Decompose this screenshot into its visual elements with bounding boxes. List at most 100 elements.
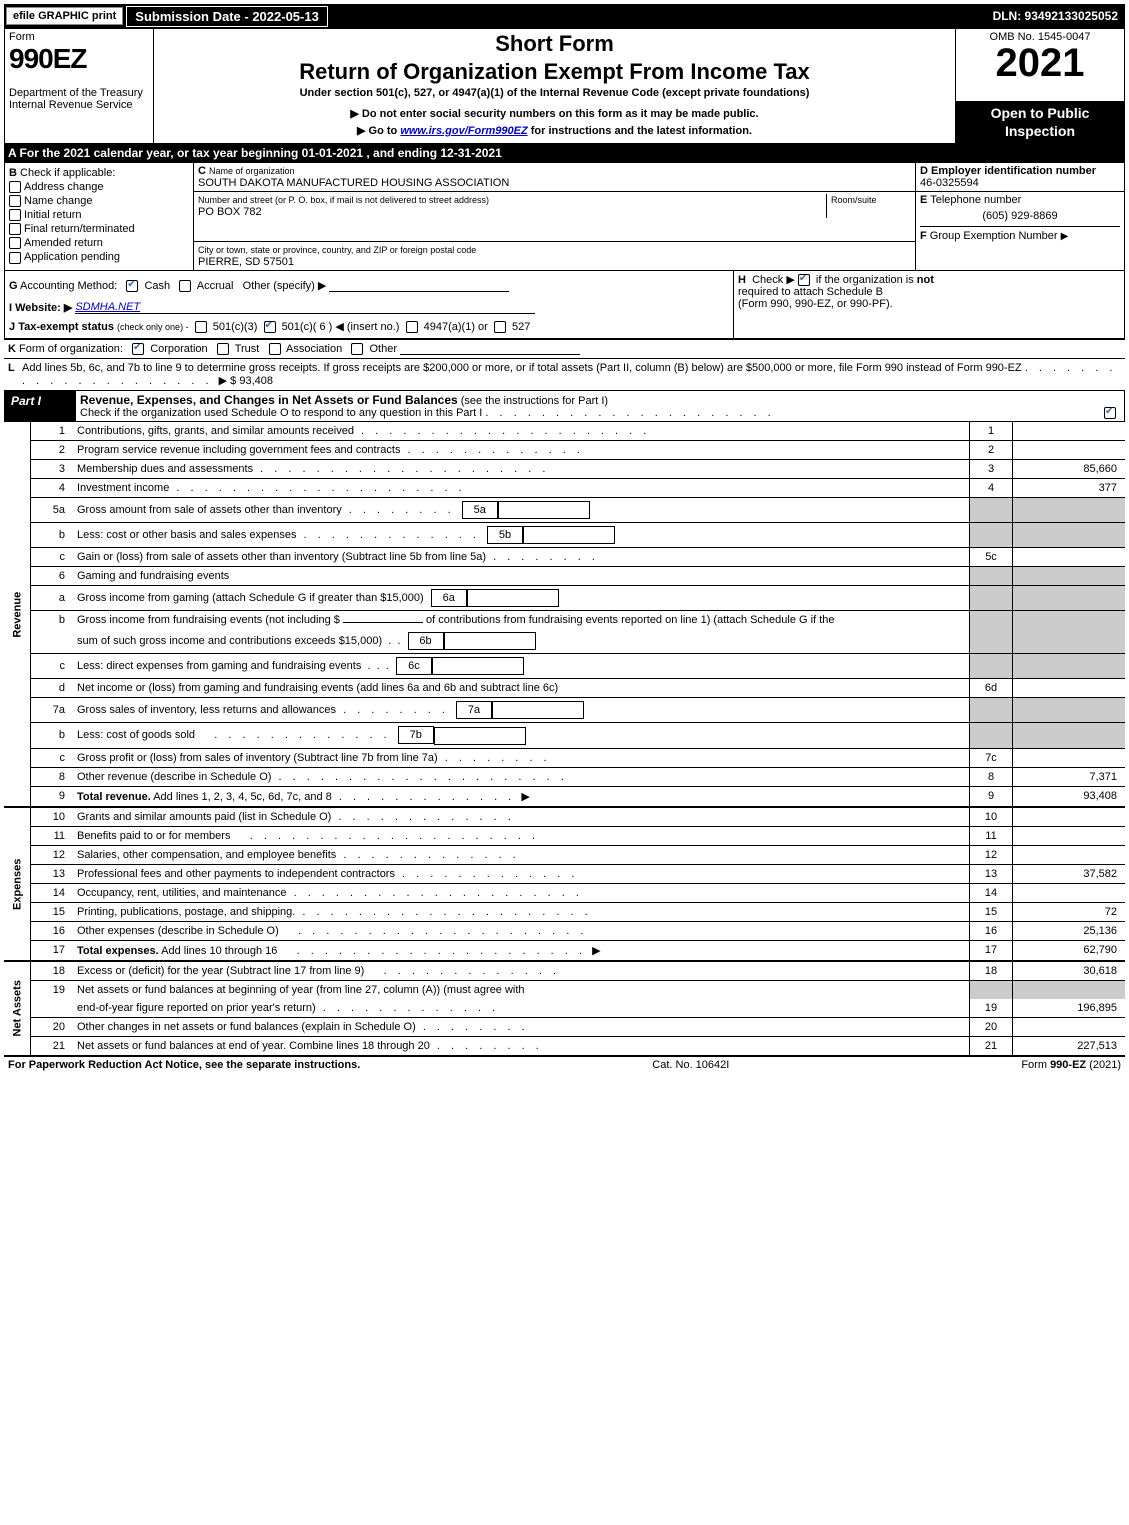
group-exemption-label: Group Exemption Number [930, 230, 1058, 242]
line-7b-ibox: 7b [398, 726, 434, 744]
footer-right-bold: 990-EZ [1050, 1059, 1086, 1071]
checkbox-name-change[interactable] [9, 195, 21, 207]
irs-link[interactable]: www.irs.gov/Form990EZ [400, 125, 527, 137]
line-5c-box: 5c [970, 548, 1013, 567]
line-17-value: 62,790 [1013, 940, 1126, 961]
other-org-field[interactable] [400, 354, 580, 355]
main-title: Return of Organization Exempt From Incom… [158, 59, 951, 85]
line-6c-ival[interactable] [432, 657, 524, 675]
ein-value: 46-0325594 [920, 177, 979, 189]
section-k-row: K Form of organization: Corporation Trus… [4, 339, 1125, 358]
line-2-box: 2 [970, 440, 1013, 459]
trust-label: Trust [235, 343, 260, 355]
checkbox-accrual[interactable] [179, 280, 191, 292]
line-5b-box-gray [970, 522, 1013, 547]
line-2-value [1013, 440, 1126, 459]
section-c-label: C [198, 165, 206, 177]
checkbox-association[interactable] [269, 343, 281, 355]
line-5a-ival[interactable] [498, 501, 590, 519]
line-6b-ival[interactable] [444, 632, 536, 650]
section-b-check-if: Check if applicable: [20, 167, 115, 179]
line-17-text-bold: Total expenses. [77, 945, 159, 957]
tax-year: 2021 [960, 43, 1120, 83]
line-6b-amount-field[interactable] [343, 622, 423, 623]
line-6a-num: a [31, 586, 74, 611]
line-7c-num: c [31, 748, 74, 767]
line-11-box: 11 [970, 826, 1013, 845]
line-16-num: 16 [31, 921, 74, 940]
line-6b-box-gray2 [970, 629, 1013, 654]
line-11-num: 11 [31, 826, 74, 845]
line-18-text: Excess or (deficit) for the year (Subtra… [77, 965, 364, 977]
line-10-num: 10 [31, 807, 74, 827]
checkbox-trust[interactable] [217, 343, 229, 355]
line-6d-box: 6d [970, 679, 1013, 698]
checkbox-initial-return[interactable] [9, 209, 21, 221]
accounting-section: G Accounting Method: Cash Accrual Other … [4, 271, 1125, 339]
instr2-post: for instructions and the latest informat… [528, 125, 752, 137]
checkbox-4947[interactable] [406, 321, 418, 333]
other-specify-field[interactable] [329, 291, 509, 292]
line-20-text: Other changes in net assets or fund bala… [77, 1021, 529, 1033]
ein-label: Employer identification number [931, 165, 1096, 177]
line-3-text: Membership dues and assessments [77, 463, 549, 475]
checkbox-other-org[interactable] [351, 343, 363, 355]
line-19-text: Net assets or fund balances at beginning… [77, 984, 525, 996]
accounting-method-label: Accounting Method: [20, 280, 117, 292]
efile-print-button[interactable]: efile GRAPHIC print [6, 7, 123, 25]
line-5a-num: 5a [31, 497, 74, 522]
line-6a-ival[interactable] [467, 589, 559, 607]
line-6d-value [1013, 679, 1126, 698]
checkbox-final-return[interactable] [9, 223, 21, 235]
line-9-text-bold: Total revenue. [77, 791, 151, 803]
line-13-box: 13 [970, 864, 1013, 883]
checkbox-527[interactable] [494, 321, 506, 333]
line-5b-num: b [31, 522, 74, 547]
cb-label-initial: Initial return [24, 209, 81, 221]
line-14-text: Occupancy, rent, utilities, and maintena… [77, 887, 583, 899]
line-18-value: 30,618 [1013, 961, 1126, 981]
line-10-value [1013, 807, 1126, 827]
checkbox-cash[interactable] [126, 280, 138, 292]
dln-label: DLN: 93492133025052 [987, 7, 1124, 25]
checkbox-501c3[interactable] [195, 321, 207, 333]
website-link[interactable]: SDMHA.NET [75, 301, 140, 313]
line-14-num: 14 [31, 883, 74, 902]
arrow-icon: ▶ [1061, 231, 1069, 242]
line-20-box: 20 [970, 1017, 1013, 1036]
dots [207, 729, 390, 741]
revenue-vertical-label: Revenue [4, 422, 31, 807]
line-5c-value [1013, 548, 1126, 567]
line-19-text2: end-of-year figure reported on prior yea… [77, 1002, 499, 1014]
line-7a-ival[interactable] [492, 701, 584, 719]
line-2-num: 2 [31, 440, 74, 459]
section-l-row: L Add lines 5b, 6c, and 7b to line 9 to … [4, 358, 1125, 390]
checkbox-part1-schedule-o[interactable] [1104, 407, 1116, 419]
line-6-text: Gaming and fundraising events [77, 570, 229, 582]
section-l-label: L [8, 362, 15, 374]
website-label: Website: ▶ [15, 302, 72, 314]
checkbox-amended-return[interactable] [9, 237, 21, 249]
checkbox-address-change[interactable] [9, 181, 21, 193]
checkbox-501c[interactable] [264, 321, 276, 333]
line-2-text: Program service revenue including govern… [77, 444, 584, 456]
line-7b-ival[interactable] [434, 727, 526, 745]
line-6b-ibox: 6b [408, 632, 444, 650]
line-3-value: 85,660 [1013, 459, 1126, 478]
501c3-label: 501(c)(3) [213, 321, 258, 333]
line-21-num: 21 [31, 1036, 74, 1055]
h-not: not [917, 274, 934, 286]
part1-note: (see the instructions for Part I) [461, 395, 608, 407]
checkbox-corporation[interactable] [132, 343, 144, 355]
checkbox-app-pending[interactable] [9, 252, 21, 264]
cb-label-address: Address change [24, 181, 104, 193]
line-8-value: 7,371 [1013, 767, 1126, 786]
line-5b-ival[interactable] [523, 526, 615, 544]
checkbox-schedule-b-not-required[interactable] [798, 274, 810, 286]
line-4-value: 377 [1013, 478, 1126, 497]
street-label: Number and street (or P. O. box, if mail… [198, 195, 489, 205]
form-of-org-label: Form of organization: [19, 343, 123, 355]
page-footer: For Paperwork Reduction Act Notice, see … [4, 1056, 1125, 1073]
line-7a-box-gray [970, 698, 1013, 723]
form-header: Form 990EZ Department of the Treasury In… [4, 28, 1125, 144]
